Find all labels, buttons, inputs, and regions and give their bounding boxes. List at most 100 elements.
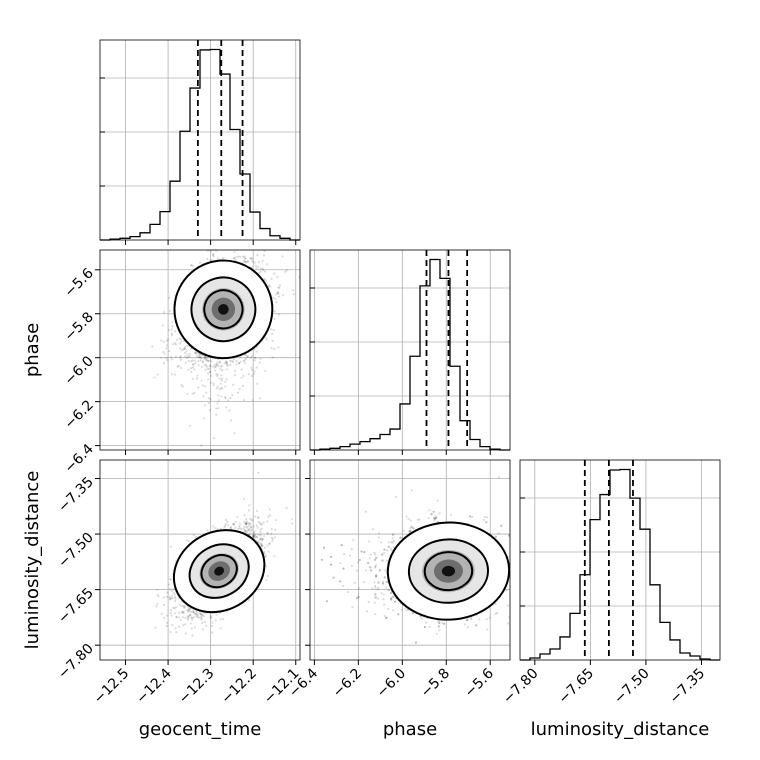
sample-point [210, 250, 213, 252]
sample-point [183, 348, 186, 351]
sample-point [167, 329, 170, 332]
sample-point [238, 362, 241, 365]
sample-point [169, 355, 173, 359]
sample-point [191, 366, 194, 369]
sample-point [208, 365, 211, 368]
sample-point [225, 368, 228, 371]
sample-point [187, 607, 190, 610]
sample-point [170, 594, 174, 597]
sample-point [220, 374, 223, 377]
sample-point [250, 374, 253, 378]
sample-point [201, 361, 204, 364]
histogram-phase [310, 258, 510, 451]
sample-point [230, 360, 233, 363]
sample-point [195, 612, 198, 615]
sample-point [180, 340, 183, 343]
sample-point [170, 358, 173, 361]
sample-point [154, 626, 157, 629]
sample-point [225, 361, 228, 364]
sample-point [211, 624, 214, 628]
sample-point [190, 370, 193, 373]
sample-point [195, 243, 197, 245]
sample-point [187, 355, 190, 359]
sample-point [242, 360, 245, 363]
sample-point [242, 255, 245, 259]
sample-point [281, 255, 284, 258]
sample-point [192, 609, 195, 612]
sample-point [273, 347, 276, 350]
sample-point [267, 515, 270, 519]
sample-point [277, 346, 280, 349]
sample-point [178, 337, 181, 340]
sample-point [188, 608, 191, 612]
sample-point [178, 342, 181, 345]
sample-point [169, 545, 173, 548]
sample-point [179, 358, 182, 361]
sample-point [238, 527, 241, 530]
sample-point [231, 394, 234, 397]
sample-point [251, 518, 254, 521]
sample-point [168, 309, 171, 312]
sample-point [255, 350, 258, 353]
sample-point [251, 535, 254, 538]
sample-point [205, 391, 208, 394]
sample-point [184, 355, 187, 358]
sample-point [273, 555, 276, 558]
sample-point [243, 260, 247, 263]
sample-point [276, 290, 279, 294]
sample-point [190, 264, 193, 267]
sample-point [216, 363, 219, 366]
sample-point [245, 355, 249, 358]
sample-point [184, 623, 187, 626]
sample-point [170, 328, 173, 331]
sample-point [257, 520, 260, 524]
sample-point [263, 278, 266, 281]
sample-point [178, 611, 181, 615]
sample-point [176, 365, 179, 368]
sample-point [162, 596, 165, 599]
density-panel-geocent_time-phase [151, 243, 300, 447]
sample-point [267, 284, 271, 287]
sample-point [180, 366, 183, 370]
sample-point [221, 387, 224, 390]
sample-point [190, 627, 193, 630]
sample-point [206, 257, 209, 261]
sample-point [206, 365, 209, 368]
sample-point [209, 364, 212, 367]
sample-point [270, 528, 273, 531]
sample-point [162, 603, 165, 607]
sample-point [249, 517, 252, 521]
sample-point [197, 386, 200, 389]
sample-point [270, 277, 273, 280]
sample-point [259, 531, 262, 534]
sample-point [268, 542, 271, 545]
sample-point [284, 270, 287, 273]
sample-point [282, 294, 285, 297]
sample-point [207, 372, 210, 375]
sample-point [182, 348, 185, 351]
sample-point [244, 530, 247, 533]
sample-point [215, 407, 218, 410]
sample-point [241, 384, 245, 387]
sample-point [200, 615, 203, 618]
sample-point [173, 607, 176, 610]
sample-point [162, 340, 165, 343]
sample-point [263, 270, 266, 273]
sample-point [272, 296, 275, 299]
sample-point [244, 529, 247, 532]
sample-point [263, 250, 266, 253]
sample-point [170, 589, 173, 593]
sample-point [236, 391, 240, 394]
sample-point [261, 267, 264, 270]
sample-point [251, 368, 254, 371]
sample-point [161, 324, 164, 327]
sample-point [240, 527, 243, 531]
sample-point [208, 370, 212, 373]
sample-point [252, 525, 255, 528]
sample-point [212, 255, 215, 258]
sample-point [189, 614, 192, 617]
sample-point [221, 246, 223, 248]
sample-point [212, 254, 215, 257]
sample-point [168, 296, 171, 299]
sample-point [216, 373, 219, 376]
